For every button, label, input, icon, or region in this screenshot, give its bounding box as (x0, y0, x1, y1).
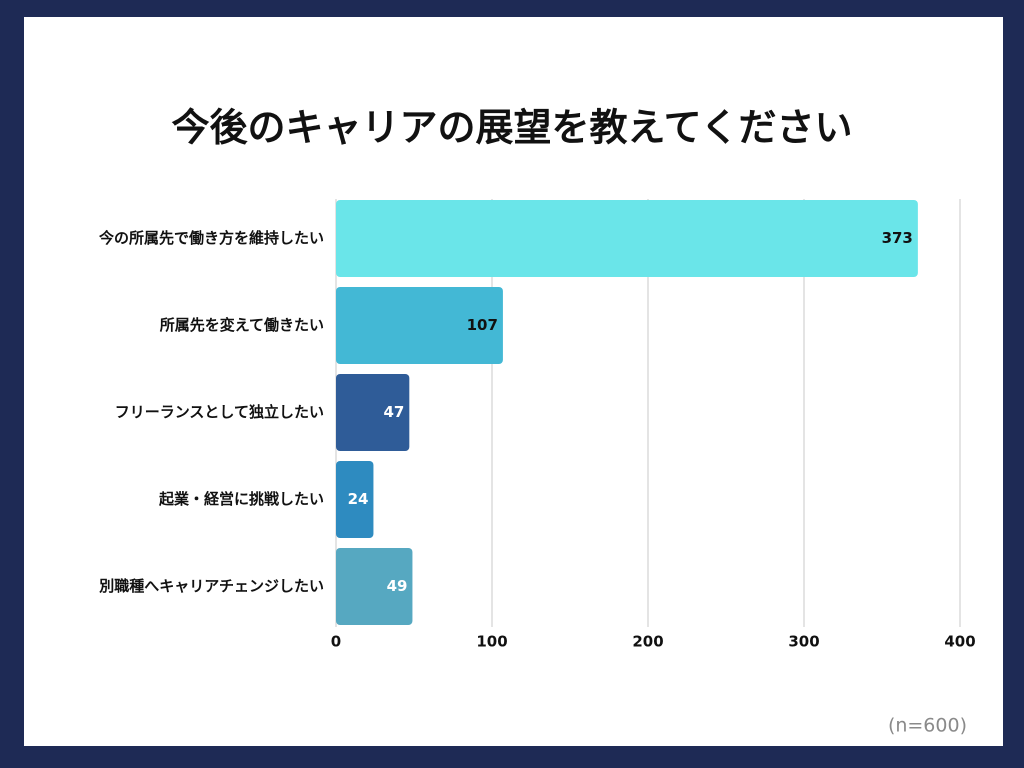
value-label: 47 (383, 403, 404, 421)
bar (336, 548, 413, 625)
value-label: 24 (348, 490, 369, 508)
category-label: 起業・経営に挑戦したい (158, 490, 324, 508)
panel (24, 17, 1003, 746)
x-tick-label: 200 (632, 633, 663, 651)
value-label: 49 (387, 577, 408, 595)
bar (336, 287, 503, 364)
x-tick-label: 400 (944, 633, 975, 651)
category-label: フリーランスとして独立したい (115, 403, 324, 421)
note: (n=600) (888, 715, 967, 737)
value-label: 107 (467, 316, 498, 334)
x-tick-label: 100 (476, 633, 507, 651)
category-label: 別職種へキャリアチェンジしたい (98, 577, 324, 595)
bar (336, 461, 374, 538)
value-label: 373 (882, 229, 913, 247)
bar (336, 200, 918, 277)
bar (336, 374, 410, 451)
category-label: 今の所属先で働き方を維持したい (98, 229, 324, 247)
x-tick-label: 300 (788, 633, 819, 651)
chart-title: 今後のキャリアの展望を教えてください (172, 106, 853, 150)
x-tick-label: 0 (331, 633, 341, 651)
category-label: 所属先を変えて働きたい (160, 316, 324, 334)
